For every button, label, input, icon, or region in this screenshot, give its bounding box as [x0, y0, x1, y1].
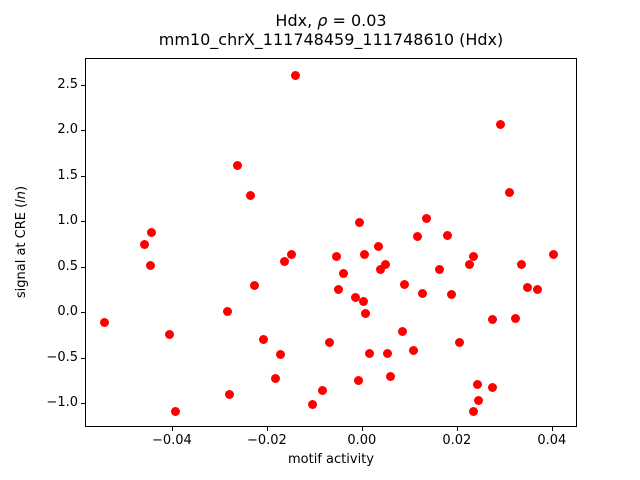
data-point [246, 190, 256, 200]
x-tick-mark [551, 427, 553, 431]
data-point [333, 285, 343, 295]
data-point [338, 268, 348, 278]
title-line-1-value: = 0.03 [327, 11, 387, 30]
y-tick-label: 2.5 [57, 76, 78, 92]
y-tick-label: 1.5 [57, 167, 78, 183]
data-point [398, 326, 408, 336]
title-line-1-text: Hdx, [275, 11, 318, 30]
data-point [354, 217, 364, 227]
x-tick-mark [456, 427, 458, 431]
y-axis-label: signal at CRE (ln) [14, 142, 30, 342]
data-point [496, 119, 506, 129]
data-point [549, 250, 559, 260]
data-point [258, 334, 268, 344]
data-point [364, 348, 374, 358]
y-tick-mark [81, 357, 85, 359]
data-point [359, 296, 369, 306]
y-tick-mark [81, 175, 85, 177]
x-axis-label: motif activity [288, 452, 374, 467]
data-point [351, 293, 361, 303]
chart-title: Hdx, ρ = 0.03 mm10_chrX_111748459_111748… [85, 11, 577, 49]
data-point [375, 265, 385, 275]
title-line-1: Hdx, ρ = 0.03 [85, 11, 577, 30]
y-tick-mark [81, 403, 85, 404]
data-point [412, 232, 422, 242]
plot-area [85, 58, 577, 427]
data-point [279, 256, 289, 266]
data-point [469, 252, 479, 262]
data-point [522, 283, 532, 293]
y-tick-label: 0.0 [57, 304, 78, 320]
y-tick-label: 0.5 [57, 258, 78, 274]
y-tick-mark [81, 130, 85, 132]
rho-symbol: ρ [317, 11, 328, 30]
data-point [510, 314, 520, 324]
y-axis-label-italic: ln [14, 190, 29, 203]
data-point [374, 242, 384, 252]
data-point [443, 231, 453, 241]
data-point [472, 379, 482, 389]
data-point [325, 337, 335, 347]
data-point [223, 306, 233, 316]
data-point [249, 281, 259, 291]
data-point [418, 288, 428, 298]
y-tick-label: 2.0 [57, 122, 78, 138]
x-tick-label: −0.02 [246, 433, 287, 448]
data-point [435, 265, 445, 275]
title-line-2: mm10_chrX_111748459_111748610 (Hdx) [158, 30, 504, 49]
data-point [287, 249, 297, 259]
data-point [99, 317, 109, 327]
x-tick-label: 0.04 [537, 433, 567, 448]
data-point [468, 406, 478, 416]
y-axis-label-text: signal at CRE ( [14, 202, 29, 299]
data-point [145, 261, 155, 271]
data-point [171, 406, 181, 416]
data-point [474, 395, 484, 405]
data-point [332, 252, 342, 262]
x-tick-mark [266, 427, 268, 431]
data-point [380, 260, 390, 270]
data-point [291, 70, 301, 80]
x-tick-mark [361, 427, 363, 431]
y-tick-mark [81, 84, 85, 86]
data-point [454, 337, 464, 347]
data-point [386, 372, 396, 382]
data-point [164, 330, 174, 340]
y-tick-mark [81, 266, 85, 268]
x-tick-mark [171, 427, 173, 431]
y-axis-label-close: ) [14, 185, 29, 191]
y-tick-label: −0.5 [46, 349, 78, 365]
data-point [318, 385, 327, 395]
data-point [353, 375, 363, 385]
data-point [232, 161, 242, 171]
y-tick-mark [81, 312, 85, 314]
data-point [307, 399, 317, 409]
x-tick-label: −0.04 [151, 433, 192, 448]
data-point [360, 250, 370, 260]
data-point [383, 348, 393, 358]
data-point [140, 239, 150, 249]
x-tick-label: 0.02 [442, 433, 472, 448]
data-point [146, 227, 156, 237]
data-point [446, 290, 456, 300]
data-point [360, 308, 370, 318]
y-tick-label: −1.0 [46, 395, 78, 410]
data-point [488, 315, 498, 324]
y-tick-mark [81, 221, 85, 223]
y-tick-label: 1.0 [57, 213, 78, 229]
data-point [225, 390, 235, 400]
x-tick-label: 0.00 [347, 433, 377, 448]
data-point [516, 260, 526, 270]
data-point [400, 279, 410, 289]
data-point [276, 349, 286, 359]
data-point [465, 260, 475, 270]
data-point [505, 187, 515, 197]
data-point [533, 285, 543, 295]
data-point [271, 374, 281, 384]
data-point [408, 345, 418, 355]
data-point [487, 383, 497, 393]
data-point [422, 214, 432, 224]
